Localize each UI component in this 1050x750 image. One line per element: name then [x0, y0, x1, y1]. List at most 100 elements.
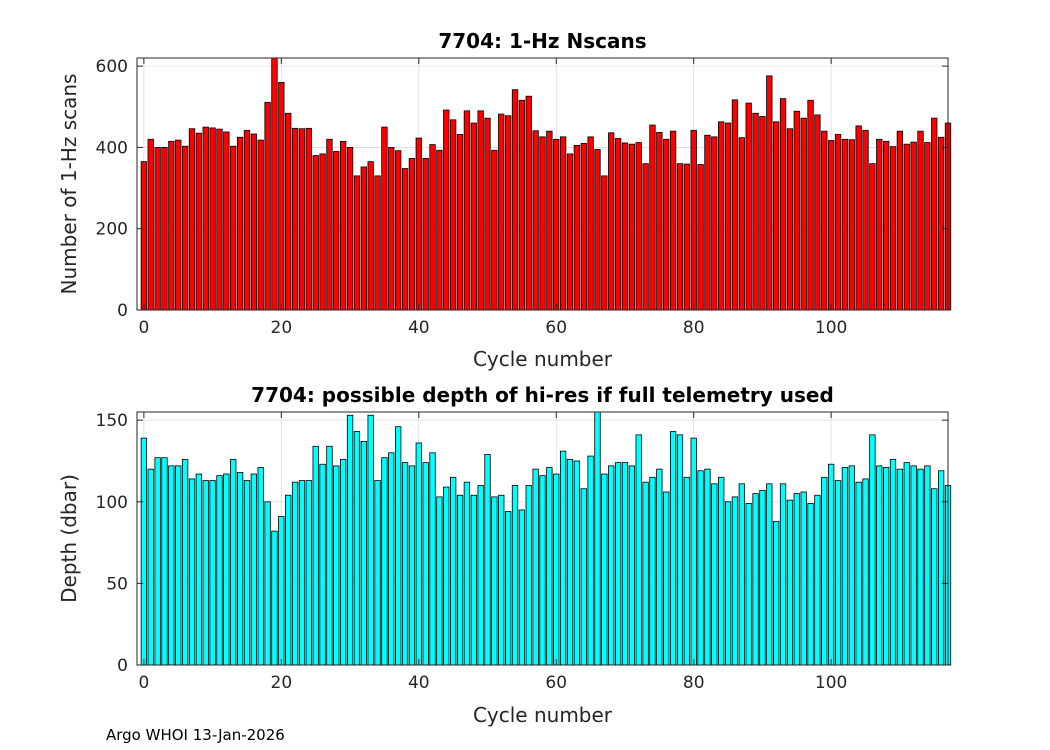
bar [676, 434, 684, 666]
x-tick-label: 20 [271, 318, 293, 338]
bar [724, 501, 732, 666]
bar [140, 437, 148, 666]
bar [937, 470, 945, 666]
bar [752, 112, 759, 311]
bar [841, 467, 849, 666]
bar [498, 113, 505, 311]
bar [608, 132, 615, 311]
bar [374, 175, 381, 311]
bar [663, 138, 670, 311]
bar [326, 138, 333, 311]
y-tick-label: 0 [117, 301, 128, 321]
bar [601, 175, 608, 311]
axes-frame [136, 57, 949, 311]
bar [683, 476, 690, 666]
bar [333, 465, 340, 666]
bar [340, 458, 347, 666]
bar [202, 126, 209, 311]
bar [175, 465, 182, 666]
chart-title: 7704: possible depth of hi-res if full t… [251, 383, 834, 407]
bar [188, 478, 196, 666]
y-tick-label: 200 [96, 220, 128, 240]
bar [690, 437, 697, 666]
bar [869, 434, 876, 666]
bar [525, 95, 532, 311]
bar [250, 473, 257, 666]
bar [656, 468, 663, 666]
bar [697, 164, 704, 311]
y-tick-label: 100 [96, 493, 128, 513]
bar [759, 489, 766, 666]
bar [140, 161, 148, 311]
x-axis-label: Cycle number [473, 347, 613, 371]
bar [559, 136, 567, 311]
bar [669, 130, 677, 311]
bar [401, 462, 409, 666]
bar [291, 127, 299, 311]
bar [161, 147, 168, 311]
y-axis-label: Depth (dbar) [57, 474, 81, 603]
chart-title: 7704: 1-Hz Nscans [438, 29, 646, 53]
bar [223, 473, 230, 666]
bar [374, 480, 381, 666]
bar [931, 488, 938, 666]
bar [924, 142, 931, 311]
bar [278, 516, 285, 666]
bar [395, 426, 402, 666]
bar [278, 81, 285, 311]
bar [834, 134, 842, 311]
bar [821, 130, 828, 311]
bar [896, 468, 904, 666]
bar [147, 138, 154, 311]
bar [367, 161, 374, 311]
bar [456, 134, 464, 311]
bar [621, 142, 629, 311]
bar [724, 122, 732, 311]
bar [236, 136, 244, 311]
bar [649, 124, 656, 311]
bar [154, 147, 161, 311]
bar [566, 153, 574, 311]
bar [539, 136, 546, 311]
bar [635, 434, 642, 666]
bar [429, 452, 436, 666]
bar [161, 457, 168, 666]
bar [504, 115, 512, 311]
depth-chart: 0 20 40 60 80 100 0 50 100 150 7704: possible dept… [57, 383, 952, 727]
bar [669, 431, 677, 666]
bar [463, 110, 471, 311]
bar [766, 75, 773, 311]
bar [573, 460, 581, 666]
bar [828, 463, 835, 666]
bar [937, 136, 945, 311]
bar [628, 465, 635, 666]
bar [821, 476, 828, 666]
bar [594, 149, 601, 311]
bar [663, 491, 670, 666]
bar [773, 520, 780, 666]
bar [779, 98, 787, 311]
bar [614, 462, 622, 666]
bar [848, 139, 855, 311]
bar [642, 163, 649, 311]
bar [209, 127, 216, 311]
bar [546, 130, 553, 311]
bar [195, 132, 203, 311]
bar [731, 496, 739, 666]
bar [532, 468, 539, 666]
bar [594, 411, 601, 666]
bar [566, 458, 574, 666]
bar [408, 157, 416, 311]
bar [628, 143, 635, 311]
bar [216, 128, 223, 311]
bar [353, 431, 361, 666]
bar [223, 131, 230, 311]
x-tick-label: 100 [815, 673, 847, 693]
bar [889, 458, 897, 666]
bar [800, 117, 807, 311]
bar [168, 140, 175, 311]
bar [553, 138, 560, 311]
bar [814, 494, 821, 666]
bar [862, 129, 869, 311]
